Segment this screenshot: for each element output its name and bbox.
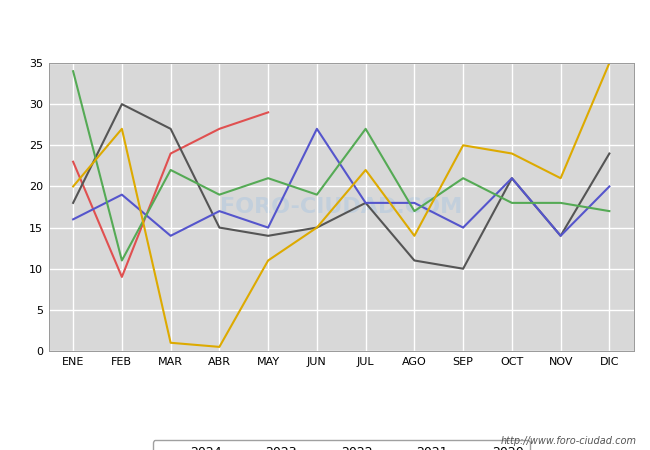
Legend: 2024, 2023, 2022, 2021, 2020: 2024, 2023, 2022, 2021, 2020 (153, 440, 530, 450)
Text: FORO-CIUDAD.COM: FORO-CIUDAD.COM (220, 197, 462, 217)
Text: Matriculaciones de Vehiculos en Mojácar: Matriculaciones de Vehiculos en Mojácar (170, 12, 480, 28)
Text: http://www.foro-ciudad.com: http://www.foro-ciudad.com (501, 436, 637, 446)
